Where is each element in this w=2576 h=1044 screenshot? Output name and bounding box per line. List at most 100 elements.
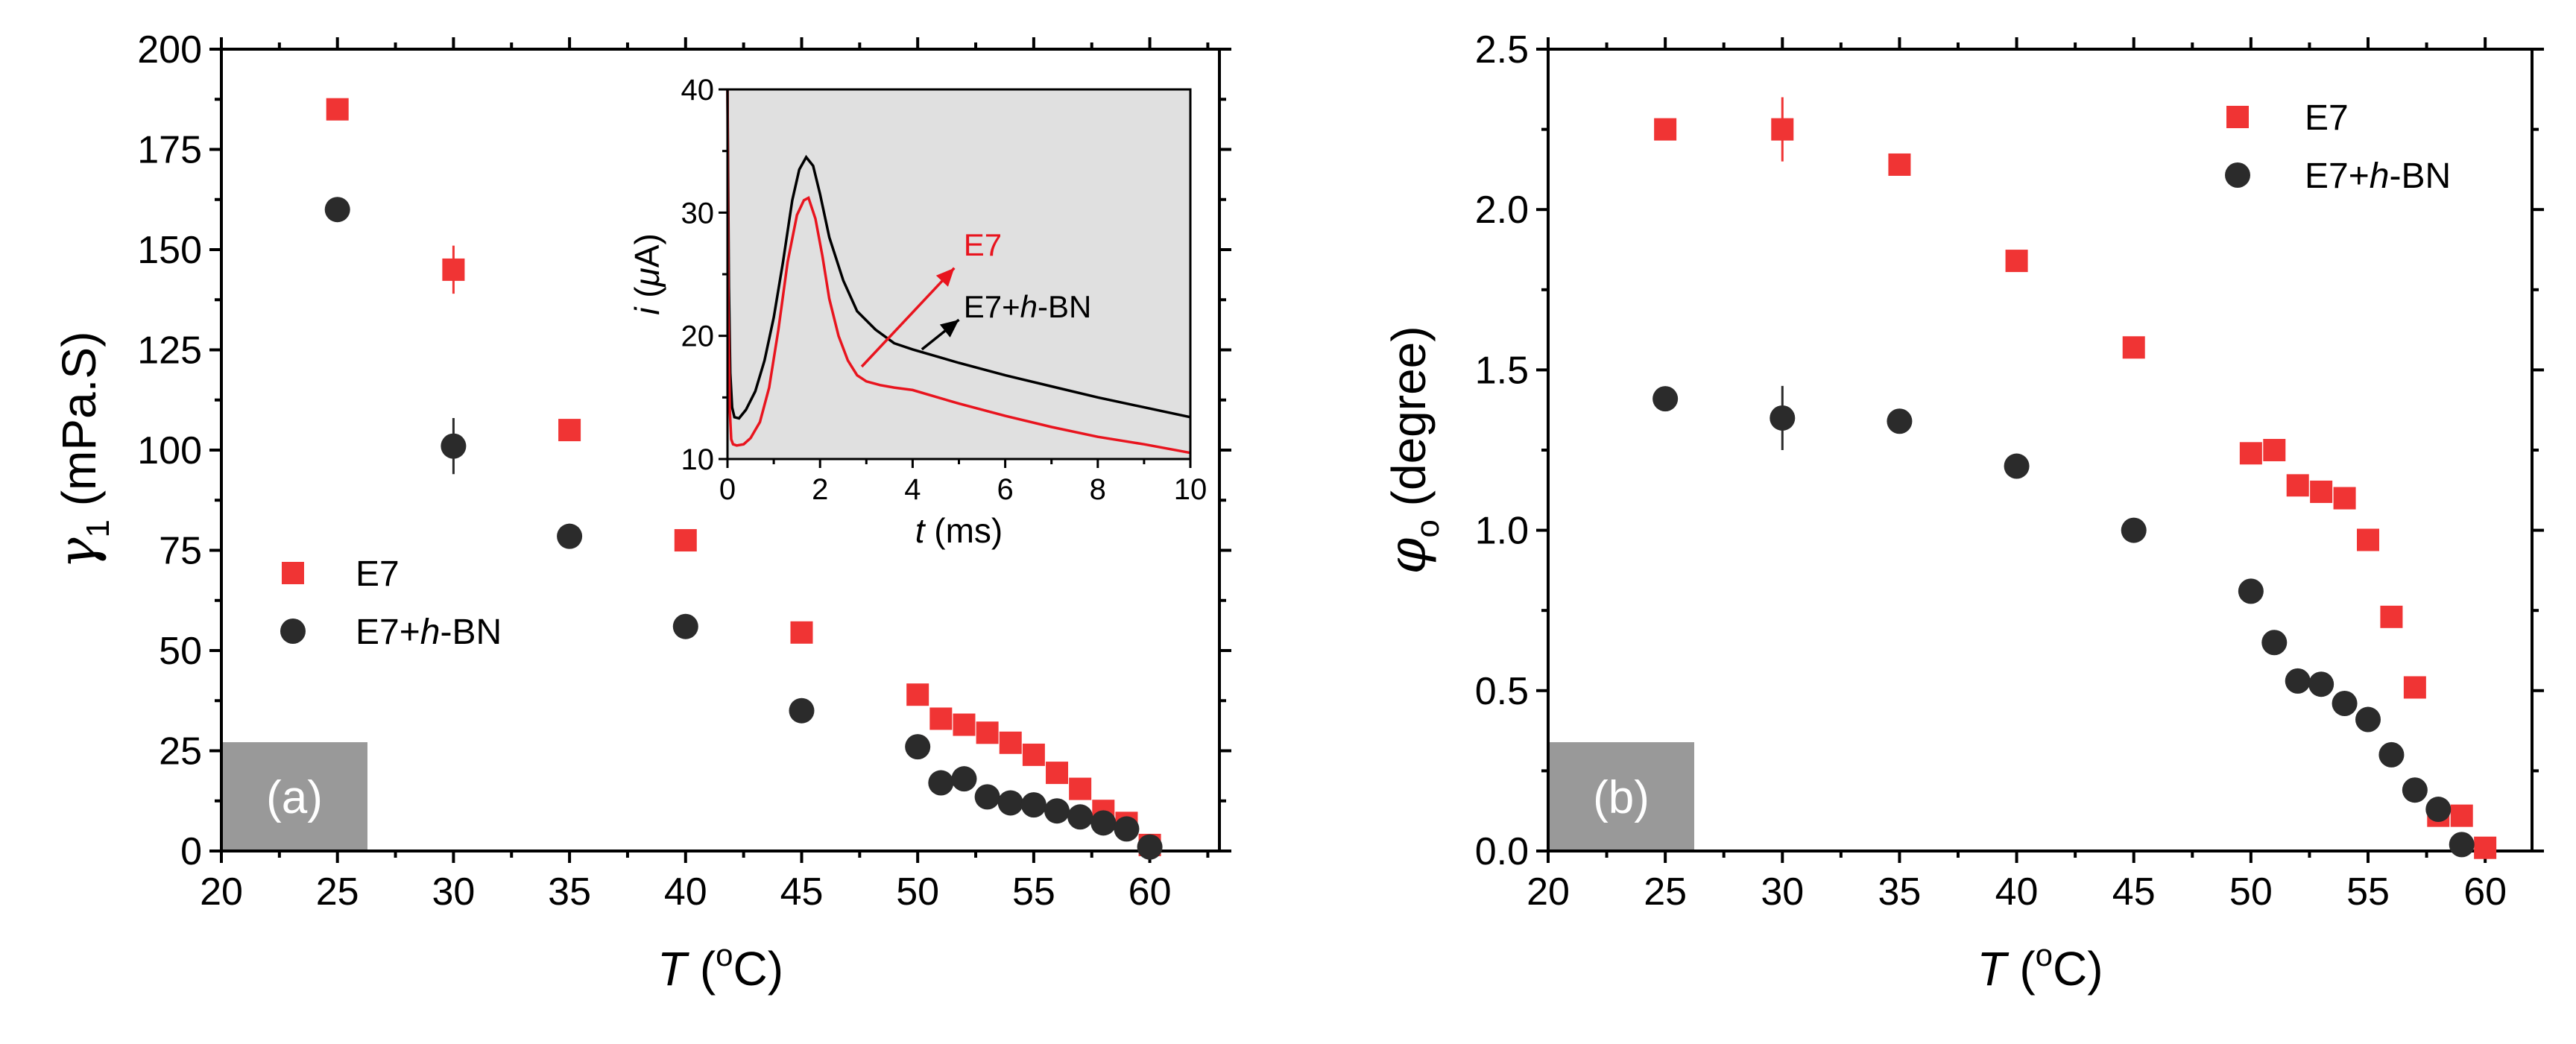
x-tick-label: 45 [2112, 870, 2156, 914]
inset-background [727, 89, 1190, 459]
data-point [2402, 777, 2428, 803]
data-point [558, 419, 581, 442]
data-point [2332, 691, 2358, 717]
inset-annotation-italic: h [1020, 289, 1038, 324]
data-point [2380, 605, 2403, 628]
data-point [999, 731, 1022, 754]
x-tick-label: 60 [2463, 870, 2507, 914]
x-tick-label: 25 [316, 870, 359, 914]
data-point [1114, 816, 1140, 842]
data-point [2450, 804, 2473, 827]
panel-label: (a) [266, 772, 323, 823]
data-point [1069, 777, 1092, 800]
x-axis-symbol: T [1977, 942, 2009, 996]
data-point [1044, 798, 1070, 824]
y-tick-label: 200 [137, 28, 202, 72]
data-point [1770, 405, 1796, 431]
y-tick-label: 0.5 [1475, 670, 1529, 713]
data-point [974, 784, 1000, 810]
panel-label: (b) [1593, 772, 1650, 823]
inset-annotation: E7 [964, 227, 1002, 262]
data-point [1888, 153, 1911, 176]
data-point [997, 790, 1023, 816]
data-point [2285, 668, 2311, 694]
x-axis-symbol: T [657, 942, 689, 996]
x-tick-label: 40 [1995, 870, 2039, 914]
y-tick-label: 0.0 [1475, 830, 1529, 873]
y-tick-label: 175 [137, 129, 202, 172]
data-point [441, 433, 467, 459]
y-tick-label: 1.5 [1475, 349, 1529, 392]
legend-text-italic: h [420, 613, 441, 652]
y-tick-label: 2.5 [1475, 28, 1529, 72]
x-axis-paren: ( [2007, 942, 2036, 996]
data-point [1887, 408, 1913, 434]
data-point [1067, 804, 1093, 830]
x-tick-label: 35 [1878, 870, 1922, 914]
x-tick-label: 30 [1761, 870, 1804, 914]
inset-y-axis-label: i (μA) [628, 233, 666, 315]
data-point [2474, 836, 2497, 859]
x-tick-label: 45 [780, 870, 824, 914]
data-point [1090, 810, 1117, 836]
data-point [2261, 630, 2288, 656]
data-point [1020, 792, 1046, 818]
legend-label: E7 [2305, 98, 2349, 138]
inset-curve-e7 [726, 89, 1191, 455]
inset-x-tick-label: 2 [812, 473, 828, 506]
inset-y-mu: μ [628, 268, 666, 287]
inset-x-tick-label: 8 [1090, 473, 1106, 506]
legend-marker [2226, 106, 2249, 128]
y-tick-label: 75 [159, 530, 202, 573]
inset-x-tick-label: 6 [997, 473, 1013, 506]
x-tick-label: 50 [896, 870, 939, 914]
inset-x-tick-label: 10 [1174, 473, 1208, 506]
y-tick-label: 150 [137, 229, 202, 272]
x-axis-label: T (oC) [657, 937, 783, 996]
series-e7-hbn [324, 197, 1163, 860]
data-point [672, 613, 698, 639]
y-axis-subscript: 1 [80, 519, 116, 537]
data-point [2333, 487, 2356, 510]
inset-y-tick-label: 20 [681, 320, 715, 353]
x-tick-label: 55 [1012, 870, 1055, 914]
data-point [2449, 832, 2475, 858]
inset-annotation-text: E7 [964, 227, 1002, 262]
data-point [2238, 578, 2264, 604]
inset-x-tick-label: 0 [719, 473, 736, 506]
data-point [324, 197, 350, 223]
inset-y-tick-label: 10 [681, 443, 715, 476]
data-point [1022, 743, 1045, 766]
inset-arrowhead-e7-hbn [939, 320, 959, 338]
data-point [2378, 741, 2405, 768]
data-point [1137, 834, 1163, 860]
x-tick-label: 60 [1128, 870, 1172, 914]
inset-x-tick-label: 4 [904, 473, 921, 506]
x-tick-label: 20 [200, 870, 243, 914]
data-point [1654, 118, 1677, 141]
x-tick-label: 35 [548, 870, 591, 914]
legend-marker [2225, 162, 2250, 188]
data-point [2355, 706, 2381, 733]
inset-y-unit: A) [628, 233, 666, 268]
y-axis-unit: (mPa.S) [52, 332, 106, 519]
inset-annotation: E7+h-BN [964, 289, 1092, 324]
series-e7 [1654, 97, 2497, 859]
y-tick-label: 2.0 [1475, 189, 1529, 232]
chart-panel-a: (a)20 25 30 35 40 45 50 55 600255075100125150175… [47, 28, 1231, 996]
data-point [929, 707, 953, 730]
data-point [2004, 453, 2030, 479]
legend-marker [282, 562, 304, 584]
data-point [2122, 336, 2145, 359]
data-point [2403, 676, 2426, 699]
data-point [2263, 439, 2286, 461]
y-axis-label: γ1 (mPa.S) [47, 332, 116, 569]
legend-text-rest: -BN [2389, 156, 2451, 196]
y-tick-label: 0 [180, 830, 202, 873]
chart-panel-b: (b) 20 25 30 35 40 45 50 55 60 0.0 0.5 1.0 1.5 2.0 2.5 T… [1377, 28, 2544, 996]
legend-text-italic: h [2370, 156, 2390, 196]
inset-annotation-rest: -BN [1038, 289, 1091, 324]
series-e7-hbn [1652, 385, 2475, 858]
inset-y-symbol: i [628, 306, 666, 315]
